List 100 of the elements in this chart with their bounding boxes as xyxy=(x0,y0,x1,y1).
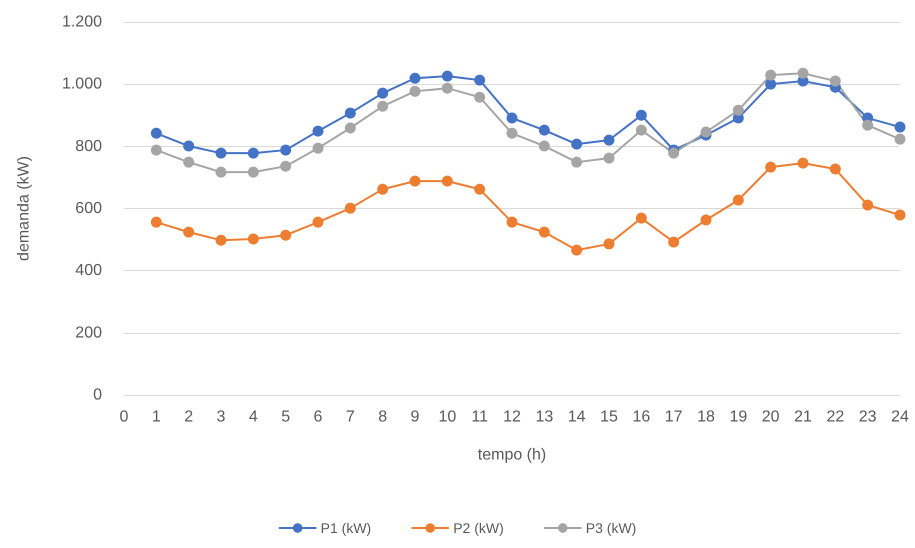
point xyxy=(248,166,259,178)
point xyxy=(150,128,162,139)
point xyxy=(830,76,841,87)
x-tick-label: 23 xyxy=(858,408,877,426)
point xyxy=(798,68,808,79)
x-tick-label: 20 xyxy=(762,408,780,426)
point xyxy=(474,184,486,195)
y-tick-label: 200 xyxy=(75,324,102,342)
x-axis-title: tempo (h) xyxy=(478,446,546,464)
point xyxy=(216,234,226,246)
y-tick-label: 1.200 xyxy=(62,14,102,30)
point xyxy=(700,126,712,138)
point xyxy=(344,202,356,214)
x-tick-label: 4 xyxy=(248,408,258,426)
point xyxy=(344,108,356,119)
x-tick-label: 9 xyxy=(410,408,420,426)
x-tick-label: 15 xyxy=(600,408,618,426)
point xyxy=(150,216,162,228)
point xyxy=(506,128,518,139)
point xyxy=(280,160,292,172)
point xyxy=(216,166,226,178)
x-tick-label: 22 xyxy=(826,408,844,426)
point xyxy=(183,156,194,168)
point xyxy=(668,148,680,159)
x-tick-label: 19 xyxy=(729,408,748,426)
point xyxy=(474,92,486,103)
x-tick-label: 0 xyxy=(120,408,129,426)
point xyxy=(538,124,550,136)
point xyxy=(280,144,292,156)
y-tick-label: 600 xyxy=(75,200,102,217)
x-tick-label: 21 xyxy=(794,408,812,426)
x-tick-label: 13 xyxy=(535,408,554,426)
point xyxy=(636,124,647,136)
x-tick-label: 7 xyxy=(346,408,355,426)
point xyxy=(312,142,324,154)
point xyxy=(150,144,162,156)
point xyxy=(668,236,680,248)
point xyxy=(344,122,356,134)
point xyxy=(410,176,420,187)
point xyxy=(571,138,582,150)
x-tick-label: 1 xyxy=(152,408,161,426)
point xyxy=(571,156,582,168)
point xyxy=(506,112,518,124)
point xyxy=(604,238,614,250)
point xyxy=(700,214,712,226)
point xyxy=(604,134,614,146)
point xyxy=(732,104,744,116)
point xyxy=(410,86,420,97)
point xyxy=(830,164,841,175)
y-tick-label: 800 xyxy=(75,138,102,155)
point xyxy=(442,82,453,94)
x-tick-label: 6 xyxy=(314,408,323,426)
point xyxy=(410,72,420,84)
point xyxy=(442,70,453,82)
x-tick-label: 12 xyxy=(503,408,521,426)
point xyxy=(248,148,259,159)
x-tick-label: 3 xyxy=(216,408,226,426)
point xyxy=(377,100,388,112)
x-tick-label: 14 xyxy=(568,408,586,426)
point xyxy=(732,194,744,206)
point xyxy=(312,216,324,228)
point xyxy=(506,216,518,228)
y-axis-title: demanda (kW) xyxy=(16,156,32,261)
point xyxy=(798,158,808,169)
x-tick-label: 10 xyxy=(438,408,456,426)
point xyxy=(765,162,776,173)
point xyxy=(765,78,776,90)
point xyxy=(765,70,776,81)
point xyxy=(248,233,259,244)
point xyxy=(312,126,324,137)
legend-label: P2 (kW) xyxy=(453,520,504,536)
point xyxy=(216,148,226,159)
legend-label: P3 (kW) xyxy=(586,520,636,536)
x-tick-label: 16 xyxy=(632,408,650,426)
point xyxy=(894,210,906,221)
point xyxy=(280,230,292,241)
point xyxy=(442,176,453,187)
x-tick-label: 2 xyxy=(184,408,194,426)
x-tick-label: 17 xyxy=(664,408,683,426)
y-tick-label: 400 xyxy=(75,262,102,280)
point xyxy=(894,134,906,145)
x-tick-label: 5 xyxy=(281,408,290,426)
point xyxy=(377,184,388,195)
point xyxy=(636,110,647,121)
point xyxy=(571,244,582,256)
x-tick-label: 18 xyxy=(697,408,715,426)
legend-label: P1 (kW) xyxy=(320,520,372,536)
point xyxy=(862,120,874,131)
x-tick-label: 8 xyxy=(378,408,388,426)
point xyxy=(183,226,194,238)
point xyxy=(894,122,906,133)
y-tick-label: 1.000 xyxy=(62,76,102,93)
point xyxy=(538,140,550,152)
point xyxy=(538,226,550,238)
x-tick-label: 24 xyxy=(891,408,909,426)
point xyxy=(636,212,647,224)
point xyxy=(377,88,388,99)
x-tick-label: 11 xyxy=(471,408,488,426)
y-tick-label: 0 xyxy=(93,386,102,404)
point xyxy=(604,152,614,164)
